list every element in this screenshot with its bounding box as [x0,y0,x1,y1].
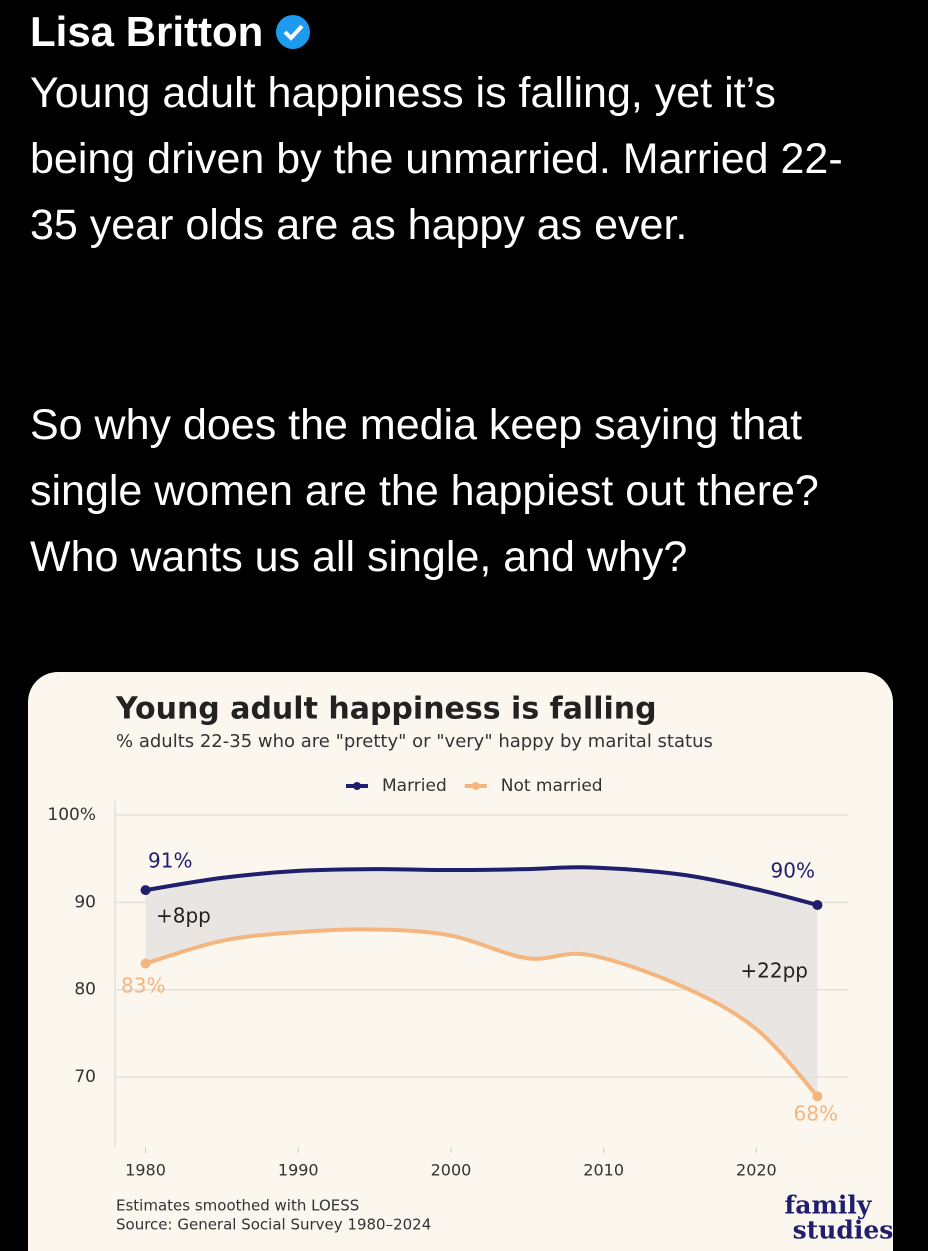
x-tick-label: 1990 [278,1161,319,1180]
line [144,927,819,1098]
annotation: 91% [148,849,192,873]
point [140,958,151,969]
post-text: Young adult happiness is falling, yet it… [30,69,843,249]
post-text: So why does the media keep saying that s… [30,401,819,581]
chart-note: Source: General Social Survey 1980–2024 [116,1216,431,1234]
logo: studies [793,1216,893,1245]
legend-swatch [471,782,480,790]
annotation: +8pp [156,904,211,928]
gap-area [145,867,818,1097]
y-tick-label: 90 [74,892,96,912]
annotation: +22pp [740,959,808,983]
chart-subtitle: % adults 22-35 who are "pretty" or "very… [116,731,713,752]
x-tick-label: 1980 [125,1161,166,1180]
author: Lisa Britton [30,8,311,56]
legend-label: Not married [501,776,603,796]
point [140,885,151,896]
line [145,865,818,907]
legend-item: Married [346,776,447,796]
point [812,899,823,910]
x-tick-label: 2020 [736,1161,777,1180]
x-tick-label: 2000 [431,1161,472,1180]
point [812,1091,823,1102]
legend-label: Married [382,776,447,796]
verified-badge [276,15,311,49]
logo: family [785,1191,873,1220]
annotation: 68% [794,1102,838,1126]
legend-item: Not married [464,776,603,796]
annotation: 90% [771,859,815,883]
y-tick-label: 70 [74,1067,96,1087]
y-tick-label: 100% [47,805,96,825]
legend-swatch [353,782,361,790]
chart-title: Young adult happiness is falling [115,692,657,727]
chart-note: Estimates smoothed with LOESS [116,1197,359,1215]
author-name[interactable]: Lisa Britton [30,8,264,55]
chart-card: Young adult happiness is falling % adult… [28,672,893,1251]
annotation: 83% [121,974,165,998]
y-tick-label: 80 [74,980,96,1000]
x-tick-label: 2010 [583,1161,624,1180]
